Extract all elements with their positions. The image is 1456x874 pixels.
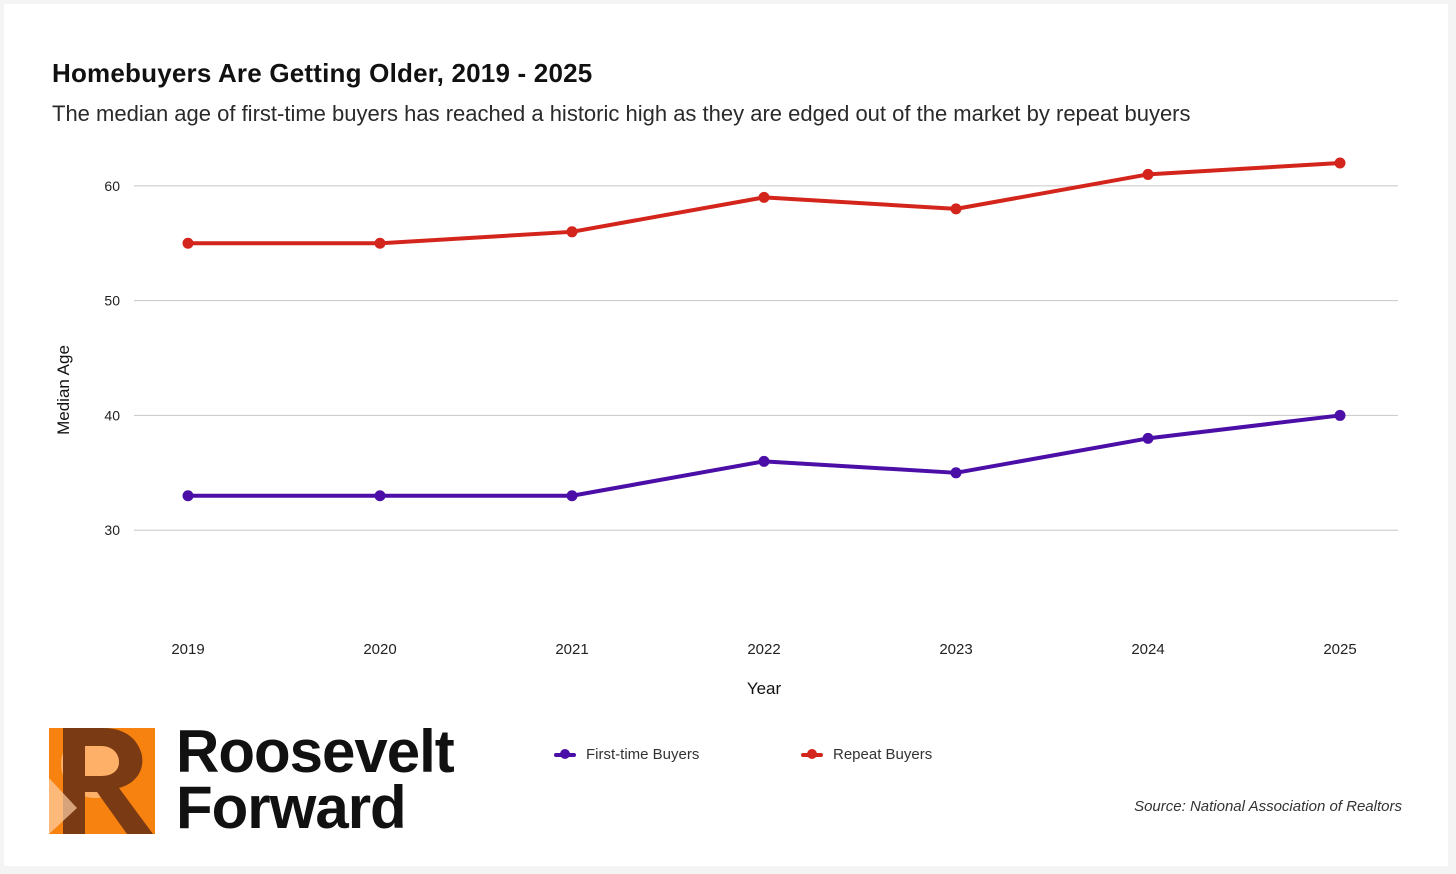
series-line-first-time-buyers (186, 413, 1342, 498)
data-point-first-time-buyers (758, 455, 770, 467)
data-point-repeat-buyers (566, 226, 578, 238)
brand-line-1: Roosevelt (176, 718, 455, 785)
source-note: Source: National Association of Realtors (1134, 798, 1402, 815)
y-axis-title: Median Age (54, 345, 73, 435)
x-tick-label: 2022 (747, 641, 780, 658)
y-tick-label: 50 (104, 293, 120, 309)
legend-item-repeat-buyers: Repeat Buyers (801, 746, 1048, 763)
chart-legend: First-time Buyers Repeat Buyers (554, 746, 1048, 763)
roosevelt-forward-logo-icon (49, 728, 155, 834)
data-point-repeat-buyers (374, 237, 386, 249)
data-point-repeat-buyers (950, 203, 962, 215)
y-tick-label: 40 (104, 407, 120, 423)
legend-label-repeat: Repeat Buyers (833, 746, 933, 763)
data-point-repeat-buyers (758, 191, 770, 203)
x-axis-title: Year (747, 679, 782, 698)
data-point-first-time-buyers (1142, 432, 1154, 444)
data-point-repeat-buyers (1334, 157, 1346, 169)
data-point-first-time-buyers (1334, 409, 1346, 421)
x-tick-label: 2019 (171, 641, 204, 658)
legend-swatch-repeat (801, 748, 823, 759)
series-line-repeat-buyers (186, 160, 1342, 246)
data-point-first-time-buyers (182, 490, 194, 502)
legend-label-first-time: First-time Buyers (586, 746, 700, 763)
data-point-first-time-buyers (374, 490, 386, 502)
x-tick-label: 2024 (1131, 641, 1164, 658)
x-tick-label: 2020 (363, 641, 396, 658)
legend-swatch-first-time (554, 748, 576, 759)
y-tick-label: 60 (104, 178, 120, 194)
chart-card (4, 4, 1448, 866)
chart-subtitle: The median age of first-time buyers has … (52, 101, 1191, 126)
data-point-first-time-buyers (566, 490, 578, 502)
x-tick-label: 2021 (555, 641, 588, 658)
x-tick-label: 2023 (939, 641, 972, 658)
x-tick-label: 2025 (1323, 641, 1356, 658)
data-point-first-time-buyers (950, 467, 962, 479)
data-point-repeat-buyers (1142, 168, 1154, 180)
chart-title: Homebuyers Are Getting Older, 2019 - 202… (52, 58, 593, 88)
data-point-repeat-buyers (182, 237, 194, 249)
y-tick-label: 30 (104, 522, 120, 538)
brand-line-2: Forward (176, 774, 407, 841)
legend-item-first-time-buyers: First-time Buyers (554, 746, 801, 763)
brand-wordmark: Roosevelt Forward (176, 718, 455, 841)
